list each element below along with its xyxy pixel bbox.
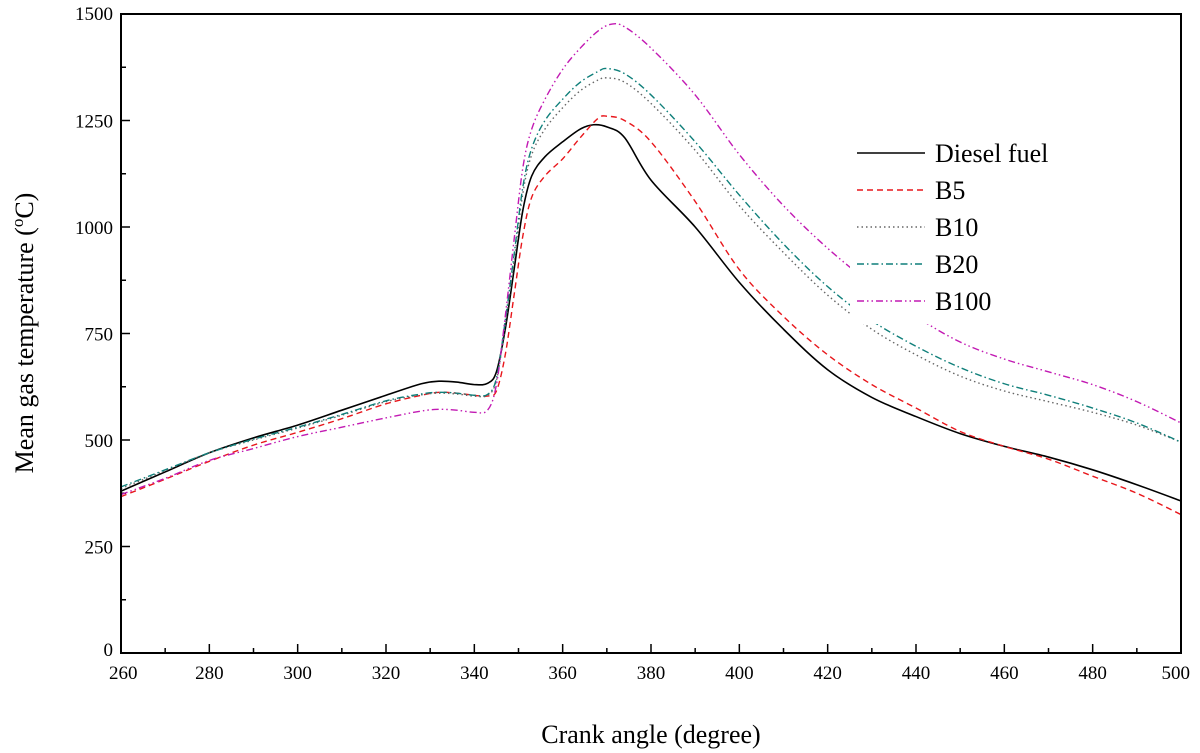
x-tick-label-340: 340 [460, 663, 489, 684]
x-axis-label: Crank angle (degree) [541, 720, 760, 749]
series-line-b5 [120, 115, 1182, 516]
y-tick-label-250: 250 [85, 538, 114, 559]
series-line-b10 [120, 77, 1182, 490]
y-tick-label-750: 750 [85, 325, 114, 346]
y-tick-label-500: 500 [85, 431, 114, 452]
x-tick-label-320: 320 [372, 663, 401, 684]
y-axis-label-superscript: o [8, 219, 27, 228]
series-line-b20 [120, 67, 1182, 488]
plot-frame [120, 13, 1182, 654]
legend-label-b5: B5 [935, 176, 965, 205]
x-tick-label-380: 380 [637, 663, 666, 684]
x-tick-label-400: 400 [725, 663, 754, 684]
y-axis-label-main: Mean gas temperature ( [10, 227, 39, 473]
y-tick-label-1500: 1500 [75, 4, 113, 25]
series-line-diesel-fuel [120, 123, 1182, 502]
x-tick-label-360: 360 [548, 663, 577, 684]
legend-background [850, 134, 1025, 324]
legend-label-diesel-fuel: Diesel fuel [935, 139, 1048, 168]
x-tick-label-300: 300 [283, 663, 312, 684]
x-tick-label-260: 260 [109, 663, 138, 684]
legend-label-b20: B20 [935, 250, 978, 279]
legend-label-b100: B100 [935, 287, 991, 316]
x-tick-label-280: 280 [195, 663, 224, 684]
y-axis-label: Mean gas temperature (oC) [8, 193, 39, 474]
x-tick-label-480: 480 [1078, 663, 1107, 684]
ticks-layer: 260 280 300 320 340 360 380 400 420 440 460 480 500 0… [75, 4, 1190, 684]
legend-label-b10: B10 [935, 213, 978, 242]
legend: Diesel fuel B5 B10 B20 B100 [850, 134, 1048, 324]
x-tick-label-500: 500 [1162, 663, 1191, 684]
x-tick-label-460: 460 [990, 663, 1019, 684]
y-tick-label-1250: 1250 [75, 112, 113, 133]
x-tick-label-420: 420 [813, 663, 842, 684]
y-tick-label-0: 0 [104, 640, 114, 661]
x-tick-label-440: 440 [902, 663, 931, 684]
y-tick-label-1000: 1000 [75, 218, 113, 239]
y-axis-label-unit: C) [10, 193, 39, 219]
